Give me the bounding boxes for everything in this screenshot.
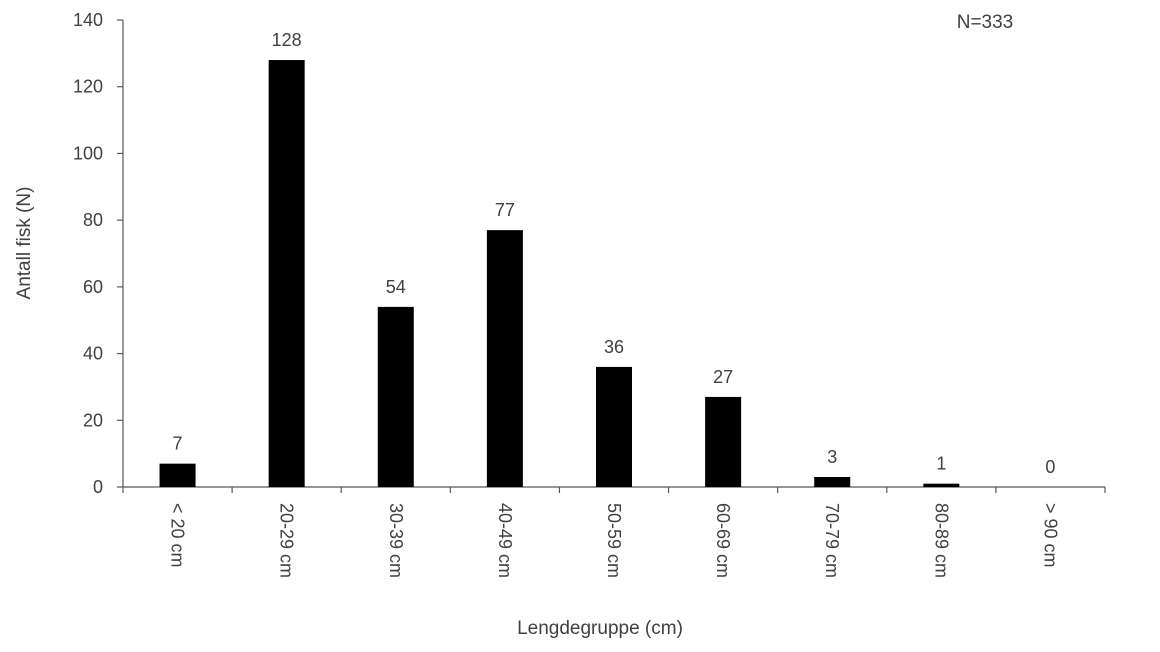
bars (159, 60, 960, 488)
bar (377, 306, 414, 487)
data-label: 7 (173, 434, 183, 454)
bar (159, 463, 196, 487)
data-label: 1 (936, 454, 946, 474)
total-count-annotation: N=333 (957, 12, 1014, 33)
data-label: 3 (827, 447, 837, 467)
bar (814, 476, 851, 487)
y-tick-label: 20 (83, 410, 103, 430)
x-axis-title: Lengdegruppe (cm) (517, 618, 683, 639)
category-label: 20-29 cm (277, 503, 297, 578)
category-label: < 20 cm (168, 503, 188, 568)
y-axis-title: Antall fisk (N) (14, 187, 35, 300)
data-labels: 7 128 54 77 36 27 3 1 0 (173, 30, 1056, 477)
category-labels: < 20 cm 20-29 cm 30-39 cm 40-49 cm 50-59 cm 6… (168, 503, 1061, 578)
category-label: 80-89 cm (931, 503, 951, 578)
y-axis: 0 20 40 60 80 100 120 140 (73, 10, 124, 497)
category-label: 40-49 cm (495, 503, 515, 578)
data-label: 36 (604, 337, 624, 357)
bar (923, 483, 960, 487)
y-tick-label: 60 (83, 277, 103, 297)
bar (486, 230, 523, 487)
data-label: 128 (272, 30, 302, 50)
y-tick-label: 120 (73, 77, 103, 97)
bar (268, 60, 305, 488)
y-tick-label: 140 (73, 10, 103, 30)
category-label: 70-79 cm (822, 503, 842, 578)
category-label: 50-59 cm (604, 503, 624, 578)
y-tick-label: 40 (83, 344, 103, 364)
y-tick-label: 80 (83, 210, 103, 230)
category-label: > 90 cm (1040, 503, 1060, 568)
y-tick-label: 100 (73, 143, 103, 163)
bar (596, 366, 632, 487)
category-label: 30-39 cm (386, 503, 406, 578)
data-label: 54 (386, 277, 406, 297)
data-label: 0 (1045, 457, 1055, 477)
category-label: 60-69 cm (713, 503, 733, 578)
x-axis (122, 486, 1106, 493)
data-label: 77 (495, 200, 515, 220)
data-label: 27 (713, 367, 733, 387)
bar (705, 396, 742, 487)
y-tick-label: 0 (93, 477, 103, 497)
